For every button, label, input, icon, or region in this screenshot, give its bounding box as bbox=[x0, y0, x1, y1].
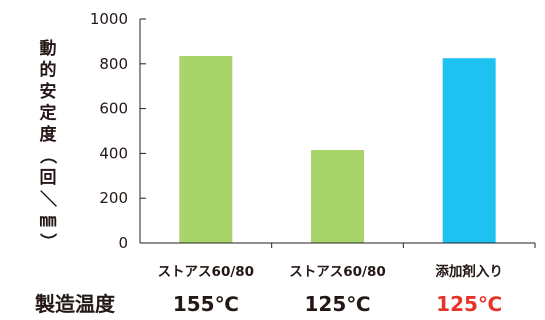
y-axis-ticks: 0 200 400 600 800 1000 bbox=[90, 10, 146, 252]
y-axis-label-char: 的 bbox=[40, 60, 57, 81]
y-tick-label: 1000 bbox=[90, 10, 128, 28]
bar bbox=[311, 150, 364, 243]
bars bbox=[179, 55, 496, 244]
category-label: ストアス60/80 bbox=[289, 264, 386, 280]
temperature-value: 125℃ bbox=[305, 292, 371, 316]
y-axis-label-char: 定 bbox=[40, 103, 57, 124]
category-label: ストアス60/80 bbox=[158, 264, 255, 280]
y-tick-label: 0 bbox=[118, 234, 128, 252]
temperature-value: 125℃ bbox=[436, 292, 502, 316]
y-axis-label-char: 安 bbox=[40, 81, 57, 102]
category-label: 添加剤入り bbox=[435, 263, 503, 280]
y-axis-label-char: 度 bbox=[40, 124, 58, 145]
temperature-value: 155℃ bbox=[173, 292, 239, 316]
y-tick-label: 800 bbox=[99, 55, 128, 73]
y-tick-label: 600 bbox=[99, 100, 128, 118]
category-labels: ストアス60/80 ストアス60/80 添加剤入り bbox=[158, 263, 503, 280]
y-axis-label-char: 動 bbox=[40, 38, 57, 59]
y-tick-label: 400 bbox=[99, 144, 128, 162]
bar bbox=[442, 58, 496, 244]
y-axis-label-char: 回 bbox=[40, 168, 57, 188]
bar bbox=[179, 55, 233, 244]
temperature-values: 155℃ 125℃ 125℃ bbox=[173, 292, 502, 316]
y-axis-label-char: ／ bbox=[37, 190, 58, 207]
y-axis-label-char: ） bbox=[37, 233, 58, 250]
temperature-row-label: 製造温度 bbox=[35, 292, 116, 316]
y-axis-label-char: ㎜ bbox=[40, 211, 57, 231]
x-axis-ticks bbox=[271, 243, 536, 248]
y-axis-label-char: （ bbox=[37, 147, 58, 164]
y-tick-label: 200 bbox=[99, 189, 128, 207]
